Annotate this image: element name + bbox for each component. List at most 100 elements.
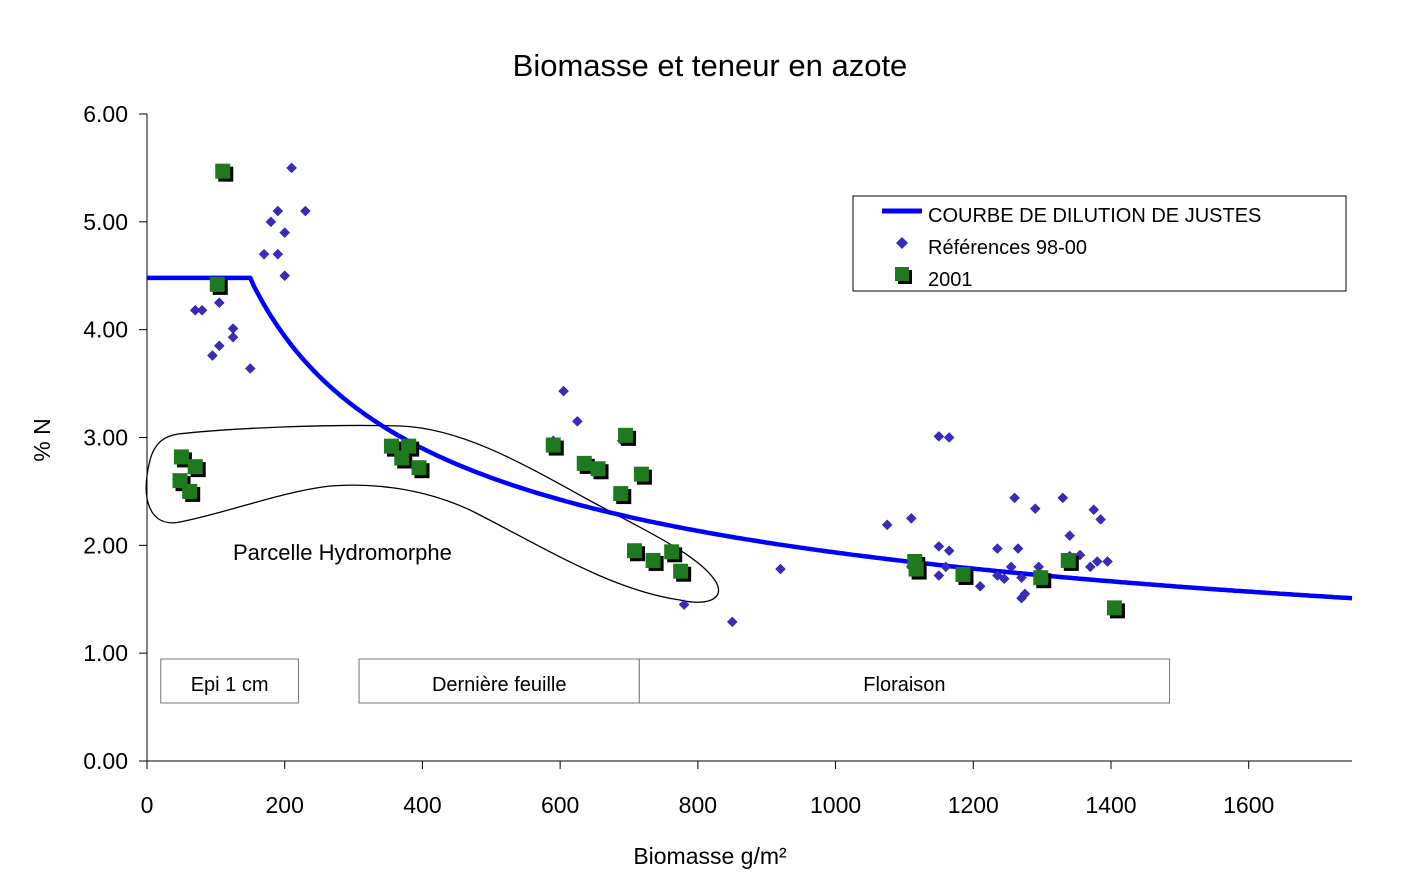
x-tick-label: 200 bbox=[266, 792, 304, 818]
point-2001-marker bbox=[613, 486, 629, 502]
reference-point bbox=[881, 519, 893, 531]
point-2001-marker bbox=[394, 450, 410, 466]
legend-square-swatch bbox=[895, 267, 909, 281]
hydromorph-outline bbox=[145, 424, 720, 603]
point-2001-marker bbox=[182, 483, 198, 499]
reference-point bbox=[933, 541, 945, 552]
point-2001 bbox=[673, 563, 692, 582]
point-2001 bbox=[411, 460, 430, 479]
stage-box-label: Epi 1 cm bbox=[191, 674, 269, 696]
point-2001-marker bbox=[633, 466, 649, 482]
point-2001-marker bbox=[673, 563, 689, 579]
y-tick-label: 0.00 bbox=[83, 748, 128, 774]
point-2001-marker bbox=[215, 163, 231, 179]
point-2001-marker bbox=[576, 455, 592, 471]
point-2001 bbox=[664, 544, 683, 563]
point-2001 bbox=[1106, 600, 1125, 619]
point-2001-marker bbox=[908, 561, 924, 577]
stage-box bbox=[638, 658, 1171, 704]
reference-point bbox=[286, 162, 297, 174]
y-axis-title: % N bbox=[29, 418, 55, 461]
x-tick-label: 600 bbox=[541, 792, 579, 818]
reference-point bbox=[227, 331, 239, 343]
x-tick-label: 1400 bbox=[1085, 792, 1136, 818]
point-2001 bbox=[645, 552, 664, 571]
reference-point bbox=[974, 580, 986, 592]
x-tick-label: 800 bbox=[679, 792, 717, 818]
reference-point bbox=[300, 205, 311, 217]
reference-point bbox=[678, 599, 690, 610]
y-tick-label: 2.00 bbox=[83, 532, 128, 558]
point-2001 bbox=[545, 437, 564, 456]
reference-point bbox=[196, 304, 208, 316]
reference-point bbox=[1029, 503, 1041, 515]
point-2001 bbox=[627, 543, 646, 562]
reference-point bbox=[775, 563, 786, 575]
reference-point bbox=[279, 227, 291, 238]
reference-point bbox=[1102, 556, 1113, 567]
reference-point bbox=[272, 248, 284, 260]
point-2001-marker bbox=[1106, 600, 1122, 616]
reference-point bbox=[1005, 561, 1017, 573]
point-2001 bbox=[215, 163, 234, 182]
x-tick-label: 400 bbox=[403, 792, 441, 818]
reference-point bbox=[244, 363, 256, 374]
point-2001-marker bbox=[401, 438, 417, 454]
annotation-hydromorphe: Parcelle Hydromorphe bbox=[233, 540, 452, 565]
reference-point bbox=[1057, 492, 1069, 504]
reference-point bbox=[1016, 572, 1027, 584]
point-2001-marker bbox=[1033, 570, 1049, 586]
point-2001 bbox=[182, 483, 201, 502]
point-2001-marker bbox=[645, 552, 661, 568]
reference-point bbox=[213, 340, 225, 352]
reference-point bbox=[943, 545, 955, 557]
y-tick-label: 1.00 bbox=[83, 640, 128, 666]
y-tick-label: 6.00 bbox=[83, 101, 128, 127]
stage-box bbox=[160, 658, 299, 704]
y-tick-label: 4.00 bbox=[83, 317, 128, 343]
dilution-curve-layer bbox=[147, 275, 1353, 601]
reference-point bbox=[1019, 588, 1031, 600]
point-2001-marker bbox=[590, 461, 606, 477]
reference-point bbox=[933, 431, 945, 442]
point-2001-marker bbox=[627, 543, 643, 559]
point-2001-marker bbox=[173, 449, 189, 465]
reference-point bbox=[258, 248, 270, 260]
point-2001 bbox=[1060, 552, 1079, 571]
point-2001-marker bbox=[664, 544, 680, 560]
point-2001 bbox=[1033, 570, 1052, 589]
legend-label-curve: COURBE DE DILUTION DE JUSTES bbox=[928, 205, 1261, 227]
reference-point bbox=[1012, 543, 1024, 554]
stage-box-label: Floraison bbox=[863, 674, 945, 696]
point-2001-marker bbox=[955, 566, 971, 582]
x-axis-title: Biomasse g/m² bbox=[633, 843, 787, 869]
x-tick-label: 1200 bbox=[948, 792, 999, 818]
reference-point bbox=[272, 205, 284, 217]
point-2001-marker bbox=[383, 438, 399, 454]
point-2001 bbox=[908, 561, 927, 580]
dilution-curve bbox=[147, 275, 1353, 601]
legend-box bbox=[852, 195, 1347, 292]
reference-point bbox=[279, 270, 291, 282]
point-2001 bbox=[633, 466, 652, 485]
reference-point bbox=[213, 297, 225, 309]
reference-point bbox=[265, 216, 277, 228]
point-2001 bbox=[187, 459, 206, 478]
point-2001 bbox=[955, 566, 974, 585]
reference-point bbox=[905, 513, 917, 524]
point-2001-marker bbox=[545, 437, 561, 453]
reference-point bbox=[558, 385, 569, 397]
point-2001-marker bbox=[209, 276, 225, 292]
point-2001 bbox=[613, 486, 632, 505]
x-tick-label: 1600 bbox=[1223, 792, 1274, 818]
reference-point bbox=[207, 350, 218, 361]
reference-point bbox=[943, 432, 955, 443]
reference-point bbox=[1064, 530, 1076, 541]
point-2001 bbox=[394, 450, 413, 469]
references-series bbox=[189, 162, 1113, 628]
reference-point bbox=[1088, 504, 1100, 516]
reference-point bbox=[1009, 492, 1020, 504]
reference-point bbox=[998, 573, 1010, 585]
chart-title: Biomasse et teneur en azote bbox=[513, 48, 908, 83]
